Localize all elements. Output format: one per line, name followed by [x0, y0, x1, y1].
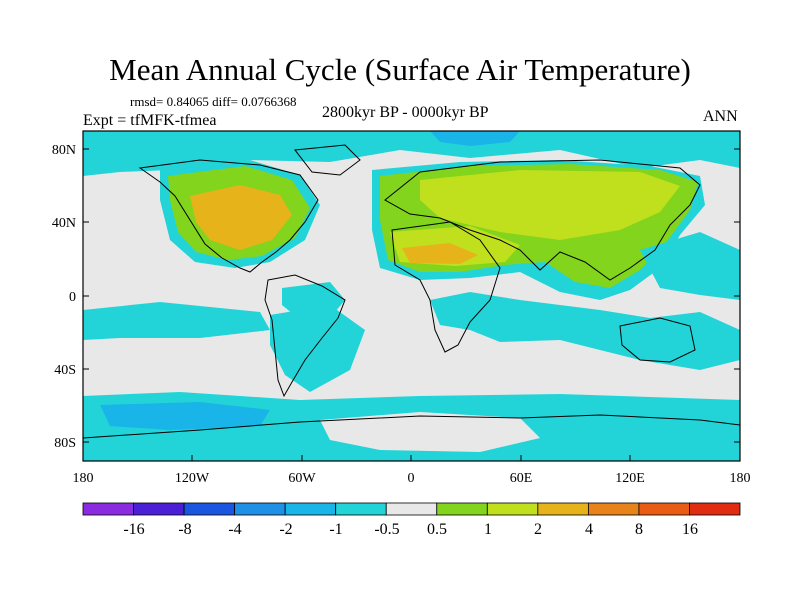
colorbar-label: -0.5	[374, 521, 399, 538]
colorbar-box	[436, 502, 488, 516]
colorbar-label: 16	[682, 521, 698, 538]
colorbar-label: -1	[329, 521, 342, 538]
lat-label: 40N	[52, 216, 76, 231]
south-atlantic-cyan	[270, 305, 365, 392]
map-title: Mean Annual Cycle (Surface Air Temperatu…	[109, 52, 691, 87]
stats-label: rmsd= 0.84065 diff= 0.0766368	[130, 94, 297, 109]
lon-label: 60W	[288, 471, 316, 486]
colorbar-labels: -16 -8 -4 -2 -1 -0.5 0.5 1 2 4 8 16	[123, 521, 698, 538]
experiment-label: Expt = tfMFK-tfmea	[83, 112, 217, 129]
north-africa-orange	[402, 243, 478, 264]
lat-label: 80S	[54, 436, 76, 451]
antarctica-coast	[83, 414, 740, 439]
colorbar-label: 1	[484, 521, 492, 538]
colorbar-label: 2	[534, 521, 542, 538]
colorbar-label: -8	[178, 521, 191, 538]
lon-label: 120W	[175, 471, 210, 486]
south-america-coast	[264, 274, 346, 398]
colorbar-box	[234, 502, 286, 516]
coastlines	[83, 144, 740, 439]
colorbar-box	[133, 502, 185, 516]
australia-coast	[619, 317, 696, 363]
colorbar-box	[284, 502, 337, 516]
season-label: ANN	[703, 108, 738, 125]
lat-label: 0	[69, 290, 76, 305]
lon-labels: 180 120W 60W 0 60E 120E 180	[73, 471, 751, 486]
temperature-field	[83, 131, 740, 461]
colorbar-label: -16	[123, 521, 144, 538]
period-label: 2800kyr BP - 0000kyr BP	[322, 104, 489, 121]
colorbar-label: -4	[228, 521, 241, 538]
eurasia-coast	[384, 159, 701, 281]
colorbar-label: 4	[585, 521, 593, 538]
colorbar-box	[486, 502, 539, 516]
colorbar-box	[537, 502, 589, 516]
eurasia-yellowgreen	[420, 170, 680, 240]
lon-label: 0	[408, 471, 415, 486]
colorbar-label: -2	[279, 521, 292, 538]
arctic-cyan-band	[83, 131, 740, 176]
colorbar-box	[587, 502, 640, 516]
greenland-coast	[294, 144, 361, 176]
arctic-blue-patch	[430, 131, 520, 146]
colorbar-box	[183, 502, 236, 516]
south-pacific-cyan	[83, 302, 270, 340]
colorbar-label: 8	[635, 521, 643, 538]
africa-coast	[391, 221, 501, 353]
colorbar-box	[385, 502, 438, 516]
lat-label: 40S	[54, 363, 76, 378]
lon-label: 180	[73, 471, 94, 486]
lon-label: 180	[730, 471, 751, 486]
north-america-orange	[190, 185, 292, 250]
colorbar-box	[82, 502, 134, 516]
antarctic-neutral-patch	[320, 412, 540, 452]
lat-ticks	[83, 148, 740, 443]
colorbar-box	[638, 502, 690, 516]
southern-ocean-blue	[100, 402, 270, 430]
lat-labels: 80N 40N 0 40S 80S	[52, 143, 76, 451]
lon-label: 60E	[510, 471, 533, 486]
colorbar-box	[689, 502, 741, 516]
north-america-coast	[138, 159, 319, 273]
lat-label: 80N	[52, 143, 76, 158]
lon-label: 120E	[615, 471, 645, 486]
west-pacific-cyan	[640, 232, 740, 300]
colorbar-box	[335, 502, 387, 516]
indian-ocean-cyan	[430, 292, 740, 370]
colorbar	[82, 502, 741, 516]
colorbar-label: 0.5	[427, 521, 447, 538]
lon-ticks	[82, 455, 741, 461]
